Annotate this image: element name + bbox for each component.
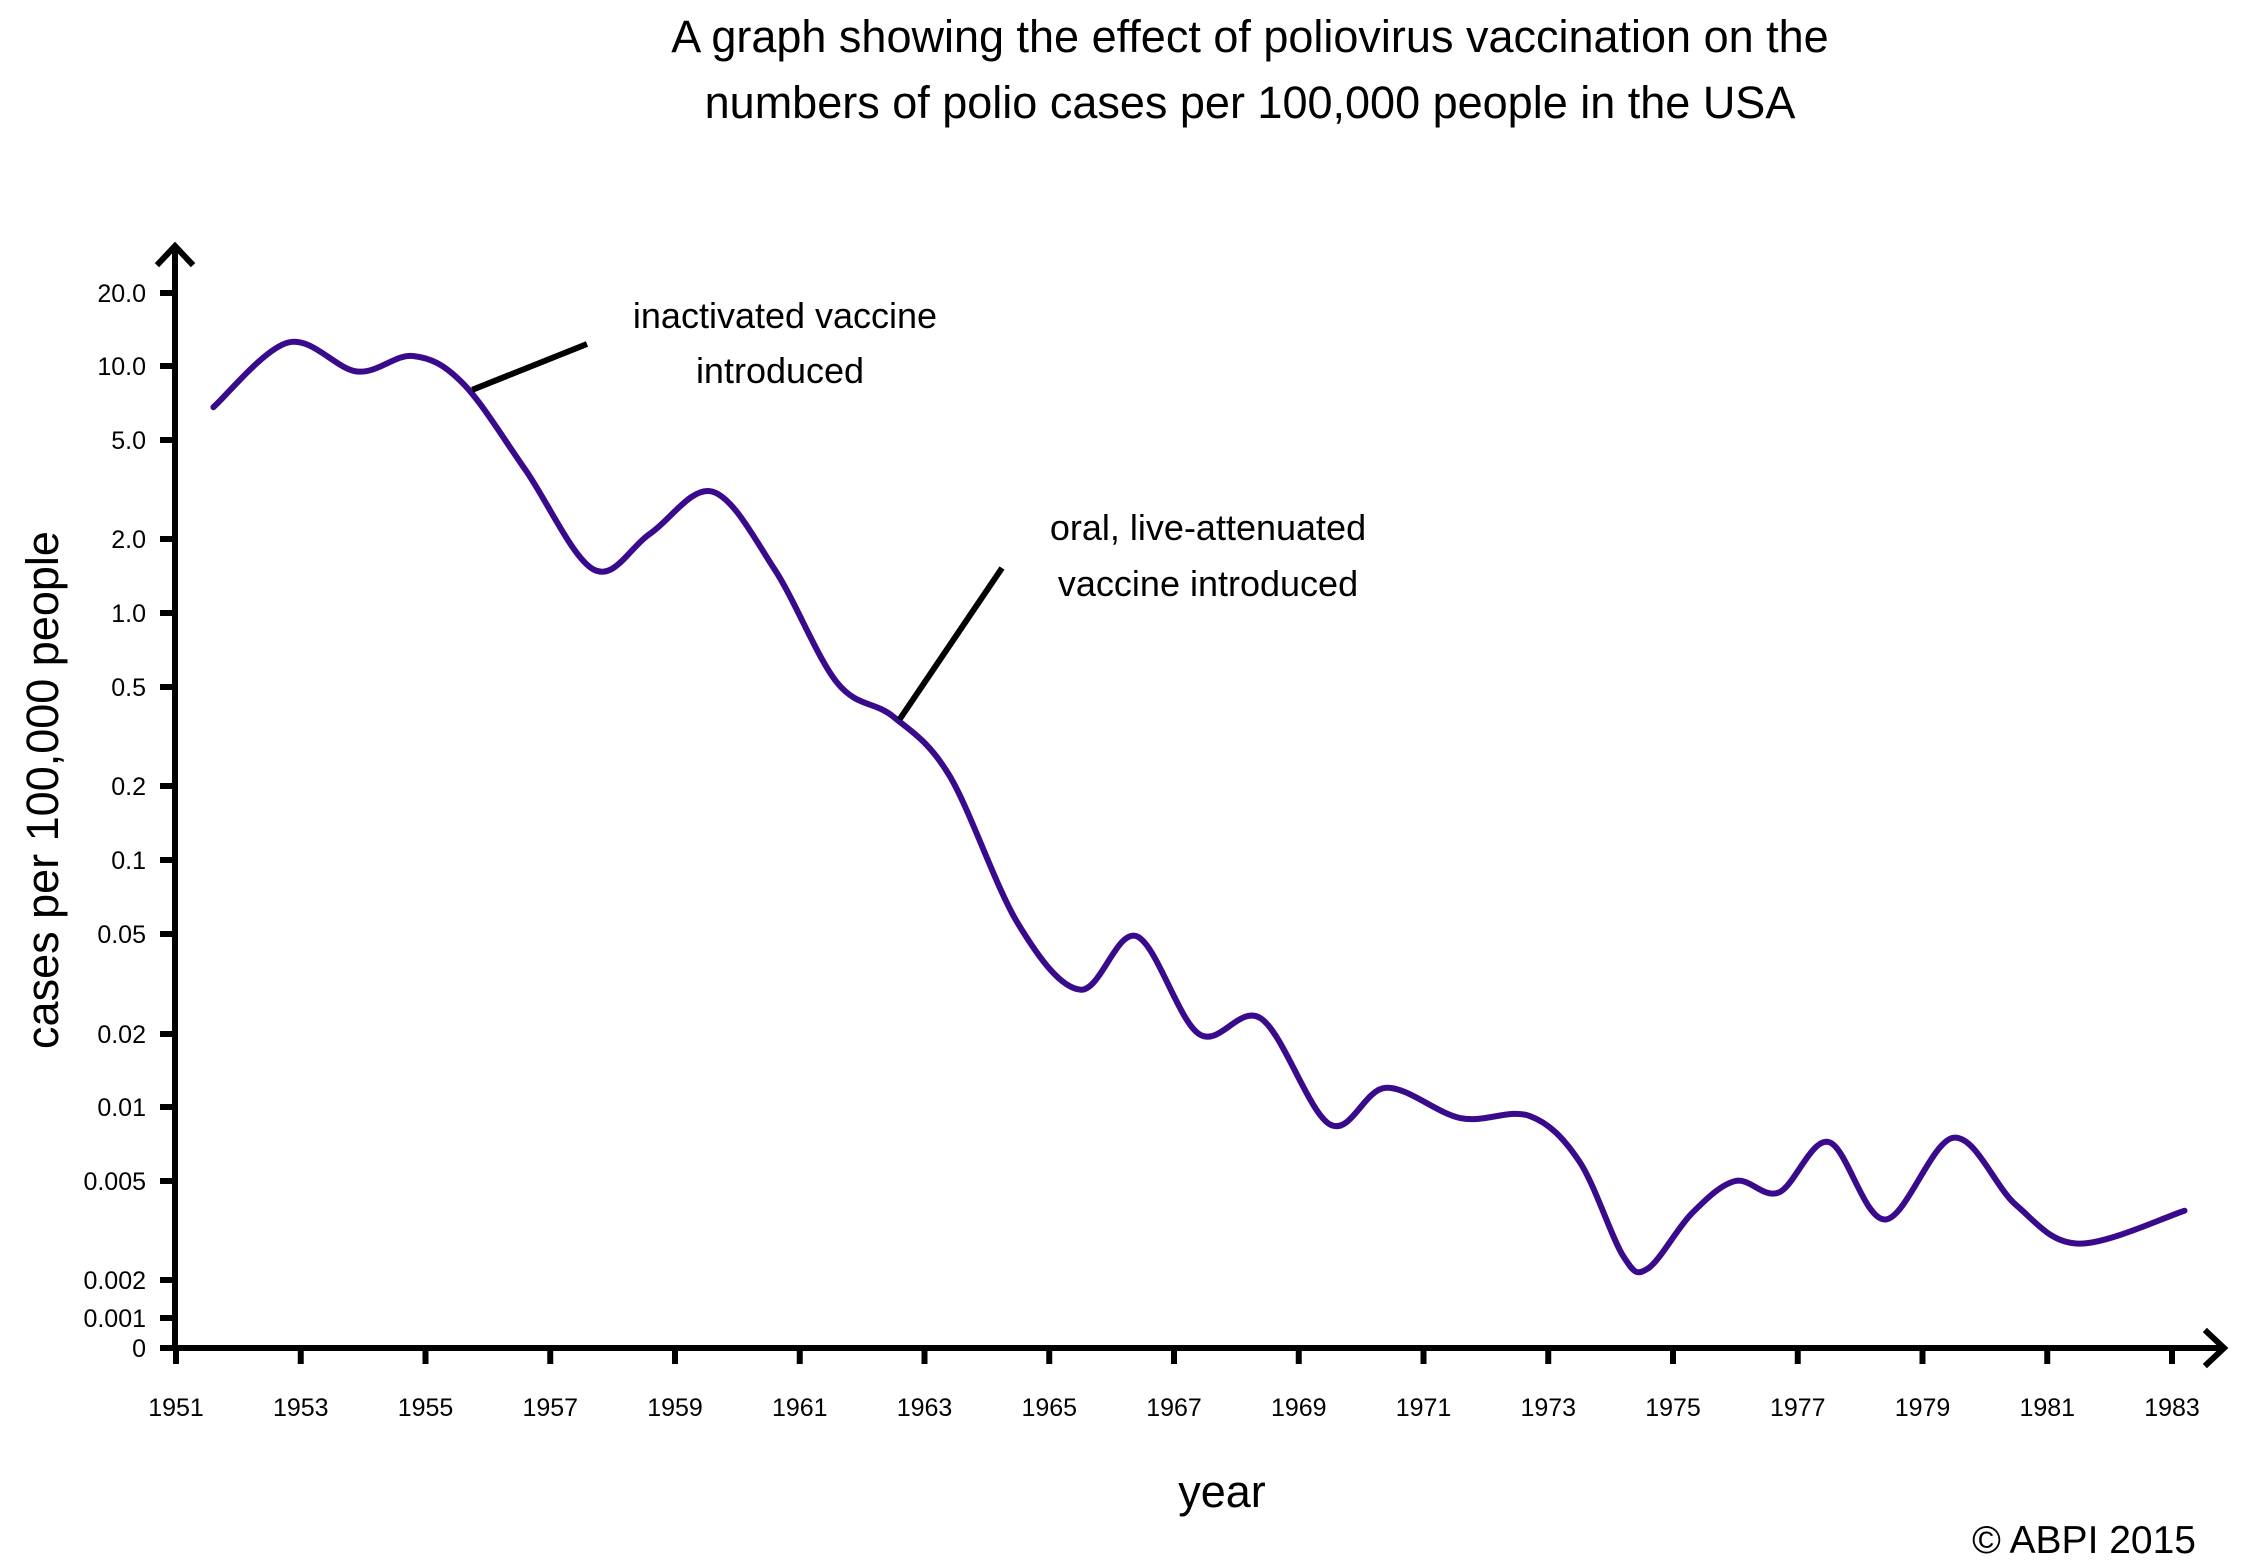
- x-tick-label: 1963: [897, 1394, 953, 1422]
- annotation-pointer-oral: [897, 566, 1005, 722]
- y-axis-label: cases per 100,000 people: [17, 531, 68, 1049]
- y-tick-label: 0.01: [97, 1094, 146, 1122]
- y-tick-label: 0.5: [111, 674, 146, 702]
- x-tick-label: 1977: [1770, 1394, 1826, 1422]
- annotation-oral-line-1: oral, live-attenuated: [1050, 507, 1366, 548]
- y-tick-label: 0: [132, 1335, 146, 1363]
- y-tick-label: 20.0: [97, 280, 146, 308]
- y-tick-label: 0.005: [83, 1168, 146, 1196]
- x-tick-label: 1967: [1146, 1394, 1202, 1422]
- y-tick-label: 2.0: [111, 526, 146, 554]
- axes: [154, 241, 2229, 1369]
- annotation-inactivated-line-2: introduced: [696, 350, 864, 391]
- annotation-inactivated-line-1: inactivated vaccine: [633, 295, 937, 336]
- series-line: [210, 338, 2188, 1276]
- y-axis-arrow: [154, 241, 196, 268]
- x-tick-label: 1983: [2144, 1394, 2200, 1422]
- y-tick-label: 0.1: [111, 847, 146, 875]
- x-tick-label: 1973: [1520, 1394, 1576, 1422]
- x-tick-label: 1965: [1021, 1394, 1077, 1422]
- x-tick-label: 1951: [148, 1394, 204, 1422]
- x-axis-arrow: [2202, 1327, 2229, 1369]
- y-tick-label: 1.0: [111, 600, 146, 628]
- y-tick-label: 0.001: [83, 1305, 146, 1333]
- x-tick-label: 1981: [2019, 1394, 2075, 1422]
- y-ticks: 20.0 10.0 5.0 2.0 1.0 0.5 0.2 0.1 0.05 0.02 0.01 0.…: [83, 280, 175, 1363]
- y-tick-label: 0.2: [111, 773, 146, 801]
- x-ticks: 1951 1953 1955 1957 1959 1961 1963 1965 1967 1969…: [148, 1348, 2200, 1422]
- y-tick-label: 5.0: [111, 427, 146, 455]
- copyright-text: © ABPI 2015: [1972, 1519, 2196, 1562]
- y-tick-label: 0.05: [97, 921, 146, 949]
- x-tick-label: 1971: [1396, 1394, 1452, 1422]
- annotation-oral-line-2: vaccine introduced: [1058, 563, 1358, 604]
- x-tick-label: 1957: [522, 1394, 578, 1422]
- x-tick-label: 1979: [1895, 1394, 1951, 1422]
- annotation-pointer-inactivated: [471, 341, 589, 393]
- x-tick-label: 1955: [398, 1394, 454, 1422]
- x-tick-label: 1953: [273, 1394, 329, 1422]
- chart-title-line-2: numbers of polio cases per 100,000 peopl…: [705, 77, 1796, 128]
- x-axis-label: year: [1178, 1466, 1266, 1517]
- y-tick-label: 10.0: [97, 353, 146, 381]
- chart-title-line-1: A graph showing the effect of poliovirus…: [671, 11, 1828, 62]
- y-tick-label: 0.02: [97, 1021, 146, 1049]
- x-tick-label: 1975: [1645, 1394, 1701, 1422]
- x-tick-label: 1959: [647, 1394, 703, 1422]
- x-tick-label: 1969: [1271, 1394, 1327, 1422]
- y-tick-label: 0.002: [83, 1267, 146, 1295]
- x-tick-label: 1961: [772, 1394, 828, 1422]
